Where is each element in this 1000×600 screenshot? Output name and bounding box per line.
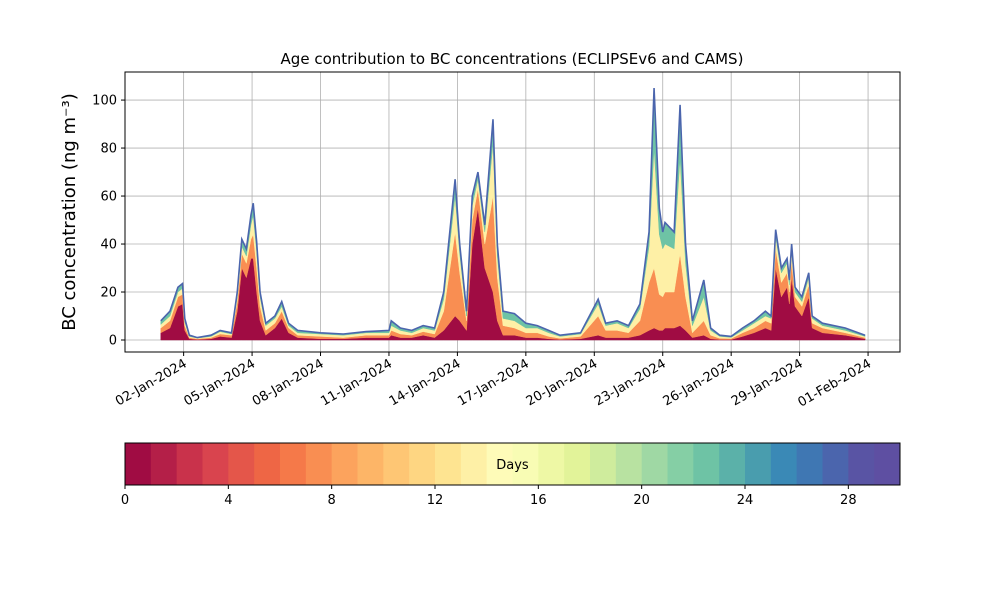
total-outline — [160, 88, 866, 339]
colorbar-cell — [641, 443, 668, 485]
area-layer — [160, 88, 866, 339]
chart-title: Age contribution to BC concentrations (E… — [281, 50, 744, 68]
colorbar-cell — [460, 443, 488, 485]
colorbar-tick-label: 28 — [840, 493, 857, 508]
colorbar-cell — [280, 443, 307, 485]
colorbar-cell — [848, 443, 875, 485]
colorbar-cell — [822, 443, 849, 485]
colorbar-tick-label: 0 — [121, 493, 129, 508]
colorbar-cell — [486, 443, 513, 485]
area-layer — [160, 143, 866, 340]
colorbar-cell — [796, 443, 823, 485]
colorbar-cell — [590, 443, 617, 485]
colorbar-cell — [874, 443, 901, 485]
y-tick-label: 40 — [100, 238, 117, 253]
colorbar-cell — [770, 443, 798, 485]
y-tick-label: 60 — [100, 190, 117, 205]
colorbar-cell — [693, 443, 720, 485]
colorbar-cell — [745, 443, 772, 485]
y-axis-label: BC concentration (ng m⁻³) — [59, 93, 80, 331]
x-tick-label: 26-Jan-2024 — [661, 356, 738, 409]
colorbar-tick-label: 16 — [530, 493, 547, 508]
colorbar-frame — [124, 442, 901, 486]
colorbar-cell — [202, 443, 229, 485]
y-tick-label: 20 — [100, 286, 117, 301]
colorbar-cell — [435, 443, 462, 485]
x-tick-label: 14-Jan-2024 — [387, 356, 464, 409]
colorbar-cell — [667, 443, 694, 485]
x-tick-label: 20-Jan-2024 — [524, 356, 601, 409]
colorbar-cell — [538, 443, 565, 485]
colorbar-cell — [176, 443, 203, 485]
colorbar-tick-label: 4 — [224, 493, 232, 508]
colorbar-cell — [564, 443, 591, 485]
colorbar-cell — [357, 443, 384, 485]
colorbar-label: Days — [496, 458, 529, 473]
y-tick-label: 100 — [92, 94, 117, 109]
x-tick-label: 17-Jan-2024 — [455, 356, 532, 409]
colorbar-cell — [409, 443, 436, 485]
colorbar-cell — [331, 443, 358, 485]
y-tick-label: 0 — [109, 334, 117, 349]
colorbar-cell — [150, 443, 178, 485]
colorbar-cell — [719, 443, 746, 485]
x-tick-label: 05-Jan-2024 — [181, 356, 258, 409]
colorbar-tick-label: 12 — [427, 493, 444, 508]
plot-frame — [124, 71, 901, 353]
colorbar-cell — [228, 443, 255, 485]
colorbar-tick-label: 24 — [737, 493, 754, 508]
colorbar-tick-label: 8 — [328, 493, 336, 508]
x-tick-label: 29-Jan-2024 — [729, 356, 806, 409]
colorbar-cell — [512, 443, 539, 485]
x-tick-label: 08-Jan-2024 — [250, 356, 327, 409]
colorbar-cell — [305, 443, 333, 485]
x-tick-label: 01-Feb-2024 — [796, 356, 875, 410]
x-tick-label: 11-Jan-2024 — [318, 356, 395, 409]
colorbar-cell — [125, 443, 152, 485]
colorbar-tick-label: 20 — [633, 493, 650, 508]
y-tick-label: 80 — [100, 142, 117, 157]
x-tick-label: 23-Jan-2024 — [592, 356, 669, 409]
colorbar-cell — [254, 443, 281, 485]
colorbar-cell — [383, 443, 410, 485]
colorbar-cell — [615, 443, 643, 485]
x-tick-label: 02-Jan-2024 — [113, 356, 190, 409]
